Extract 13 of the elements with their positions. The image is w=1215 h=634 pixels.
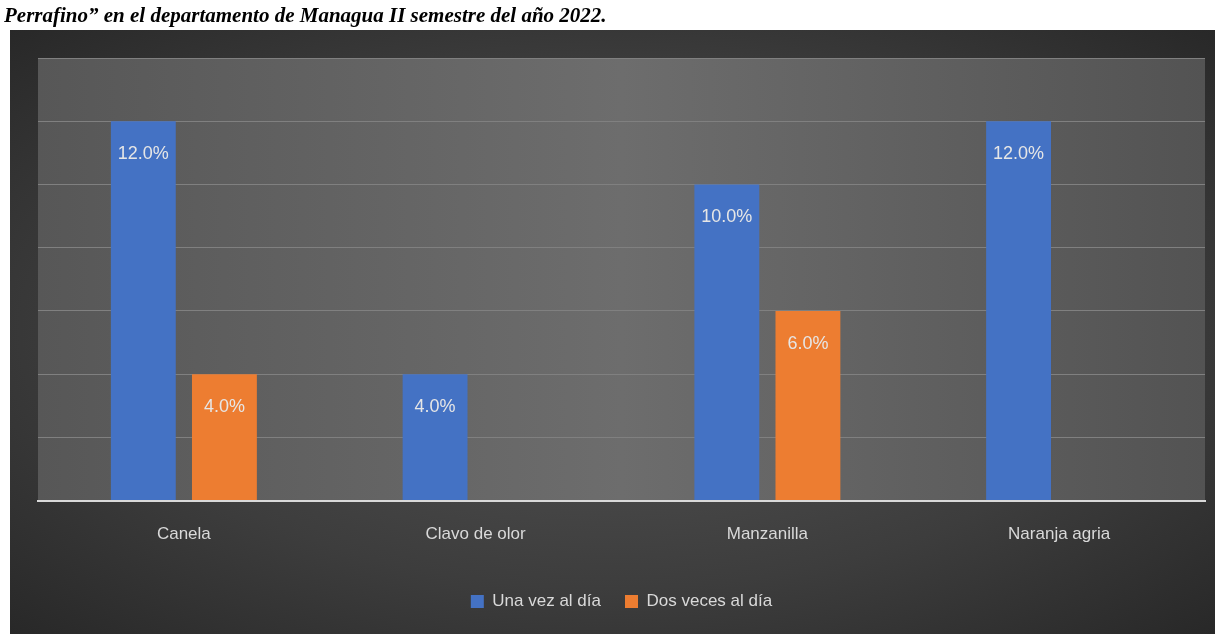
data-label: 12.0% bbox=[117, 143, 169, 164]
data-label: 10.0% bbox=[701, 206, 753, 227]
data-label: 6.0% bbox=[787, 332, 829, 353]
x-tick-label: Canela bbox=[156, 524, 212, 544]
x-tick-label: Naranja agria bbox=[1008, 524, 1111, 544]
data-label: 4.0% bbox=[203, 396, 245, 417]
legend-label: Una vez al día bbox=[492, 591, 602, 611]
legend-label: Dos veces al día bbox=[646, 591, 773, 611]
x-tick-label: Manzanilla bbox=[726, 524, 809, 544]
data-label: 12.0% bbox=[993, 143, 1045, 164]
data-label: 4.0% bbox=[414, 396, 456, 417]
chart-title: Perrafino” en el departamento de Managua II semestre del año 2022. bbox=[4, 3, 607, 28]
x-tick-label: Clavo de olor bbox=[425, 524, 527, 544]
